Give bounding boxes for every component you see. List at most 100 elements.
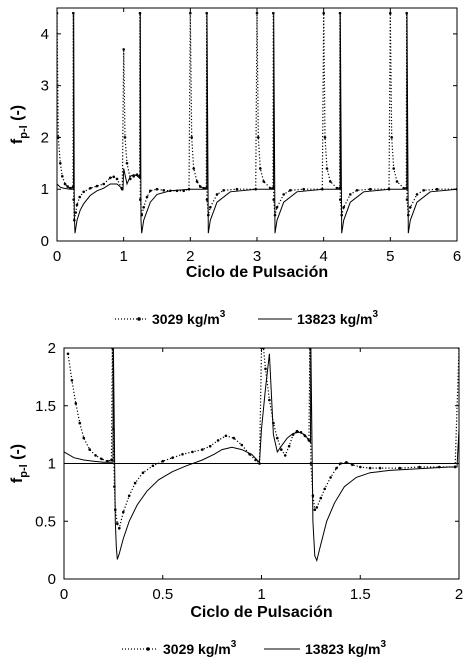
data-point [235,187,239,191]
data-point [70,379,74,382]
data-point [322,11,326,15]
data-point [415,193,419,196]
legend: 3029 kg/m3 13823 kg/m3 [122,639,387,657]
data-point [232,436,236,440]
data-point [240,443,244,447]
series-line-dotted [67,348,459,531]
data-point [189,11,192,15]
data-point [323,136,327,139]
data-point [118,526,121,530]
y-axis-label-suffix: (-) [9,105,26,125]
data-point [255,11,259,15]
data-point [342,206,346,209]
series-line-solid [57,13,457,234]
data-point [329,476,332,479]
data-point [110,458,113,462]
data-point [339,462,342,465]
data-point [289,189,292,192]
data-point [82,190,85,194]
legend-entry-sup: 3 [220,309,226,320]
data-point [315,506,319,509]
legend-entry-text: 3029 kg/m [163,641,231,657]
y-tick-label: 1.5 [35,398,56,415]
data-point [409,206,412,209]
data-point [259,167,262,170]
data-point [339,198,342,201]
data-point [61,175,64,178]
x-tick-label: 6 [453,248,461,265]
data-point [151,464,155,468]
data-point [132,175,135,178]
data-point [191,450,194,454]
series-markers [66,348,459,530]
data-point [325,167,329,170]
data-point [319,496,323,500]
data-point [295,429,299,433]
data-point [82,436,86,440]
x-tick-label: 0 [53,248,61,265]
data-point [112,175,115,179]
data-point [398,466,402,470]
x-tick-label: 2 [186,248,194,265]
data-point [368,466,372,470]
data-point [208,444,212,448]
data-point [74,402,78,405]
data-point [125,162,129,165]
data-point [283,454,287,457]
x-tick-label: 4 [319,248,327,265]
x-tick-label: 1 [257,586,265,603]
data-point [224,434,228,438]
y-tick-label: 0 [41,233,49,250]
x-axis-label: Ciclo de Pulsación [186,264,328,281]
data-point [161,459,165,463]
data-point [335,466,338,470]
data-point [260,348,263,350]
legend-marker [137,317,141,321]
data-point [392,167,396,170]
x-tick-label: 1 [119,248,127,265]
data-point [378,466,382,470]
y-axis-label: fp-l (-) [9,105,30,144]
data-point [222,189,225,192]
data-point [262,348,265,350]
data-point [100,457,103,461]
legend-entry-sup: 3 [231,639,237,650]
data-point [95,184,99,188]
data-point [418,465,421,469]
data-point [63,182,67,186]
data-point [395,180,399,183]
data-point [102,182,105,186]
legend: 3029 kg/m3 13823 kg/m3 [115,309,379,327]
data-point [127,494,131,498]
data-point [389,11,392,15]
legend-entry-text: 13823 kg/m [305,641,381,657]
data-point [313,508,317,512]
data-point [109,176,112,180]
legend-entry: 13823 kg/m3 [305,639,387,657]
data-point [122,48,125,51]
data-point [257,136,260,139]
data-point [282,193,286,196]
data-point [390,136,394,139]
data-point [122,510,125,514]
data-point [199,185,202,188]
data-point [287,444,291,448]
legend-entry: 3029 kg/m3 [152,309,226,327]
legend-entry-sup: 3 [373,309,379,320]
data-point [349,193,352,196]
legend-entry-sup: 3 [381,639,387,650]
data-point [133,481,137,485]
data-point [276,436,279,440]
data-point [192,167,195,170]
y-tick-label: 4 [41,26,49,43]
data-point [66,185,69,188]
y-axis-label-sub: p-l [18,125,30,138]
data-point [258,462,261,465]
legend-marker [146,647,150,651]
data-point [74,211,77,214]
y-tick-label: 2 [48,340,56,357]
data-point [88,448,91,451]
data-point [142,206,145,209]
legend-entry-text: 3029 kg/m [152,311,220,327]
